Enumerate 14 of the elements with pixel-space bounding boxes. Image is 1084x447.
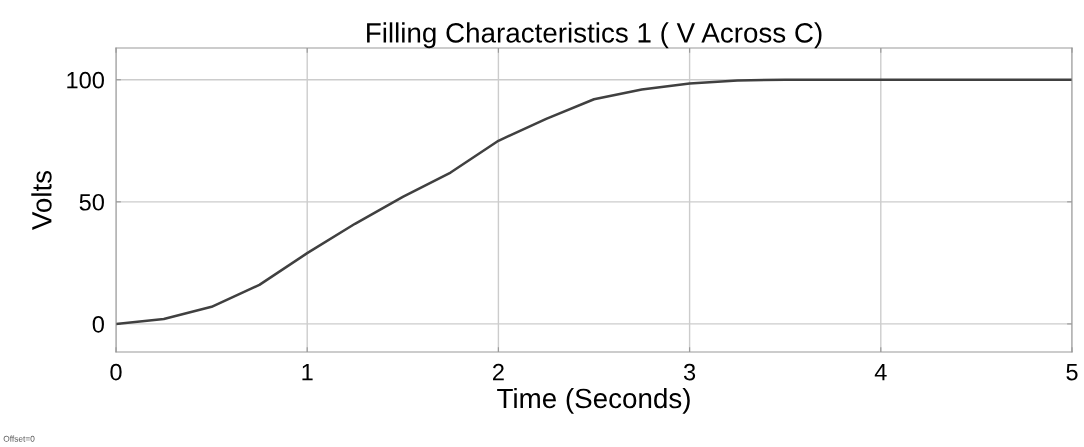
- chart-title: Filling Characteristics 1 ( V Across C): [367, 22, 822, 49]
- y-tick-label: 50: [79, 193, 104, 211]
- x-tick-label: 0: [110, 363, 122, 381]
- x-tick-label: 3: [683, 363, 696, 381]
- x-axis-title: Time (Seconds): [497, 387, 690, 414]
- x-tick-label: 5: [1066, 363, 1078, 381]
- y-axis-title: Volts: [31, 170, 52, 230]
- y-tick-label: 100: [67, 71, 104, 89]
- text: Offset=0: [3, 435, 35, 442]
- x-tick-label: 4: [874, 363, 887, 381]
- line-series: [116, 78, 1072, 326]
- y-tick-label: 0: [92, 315, 104, 333]
- x-tick-label: 2: [493, 363, 504, 381]
- x-tick-label: 1: [302, 363, 313, 381]
